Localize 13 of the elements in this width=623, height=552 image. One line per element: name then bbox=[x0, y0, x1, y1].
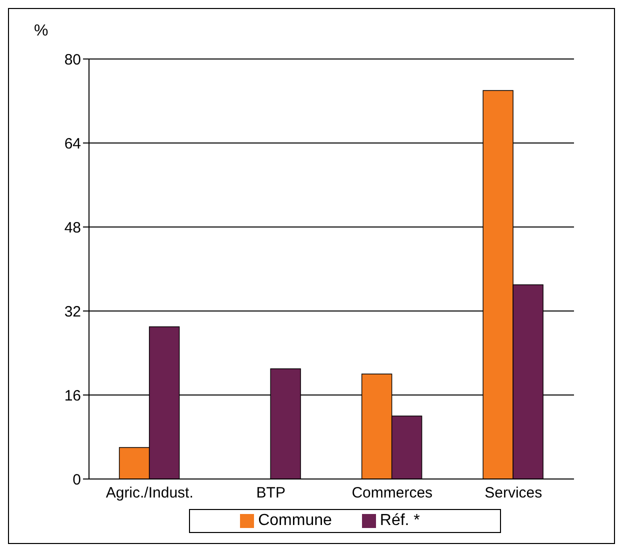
y-tick-label: 80 bbox=[64, 51, 81, 68]
legend-label: Réf. * bbox=[380, 512, 420, 529]
x-tick-label: Services bbox=[484, 484, 542, 502]
y-tick-label: 32 bbox=[64, 303, 81, 320]
y-axis-title: % bbox=[34, 22, 48, 40]
x-tick-label: Commerces bbox=[352, 484, 433, 502]
x-tick-label: Agric./Indust. bbox=[106, 484, 194, 502]
legend-label: Commune bbox=[258, 512, 332, 529]
y-tick-label: 64 bbox=[64, 135, 81, 152]
x-tick-label: BTP bbox=[256, 484, 286, 502]
y-tick-label: 0 bbox=[72, 471, 81, 488]
y-tick-label: 48 bbox=[64, 219, 81, 236]
y-tick-label: 16 bbox=[64, 387, 81, 404]
